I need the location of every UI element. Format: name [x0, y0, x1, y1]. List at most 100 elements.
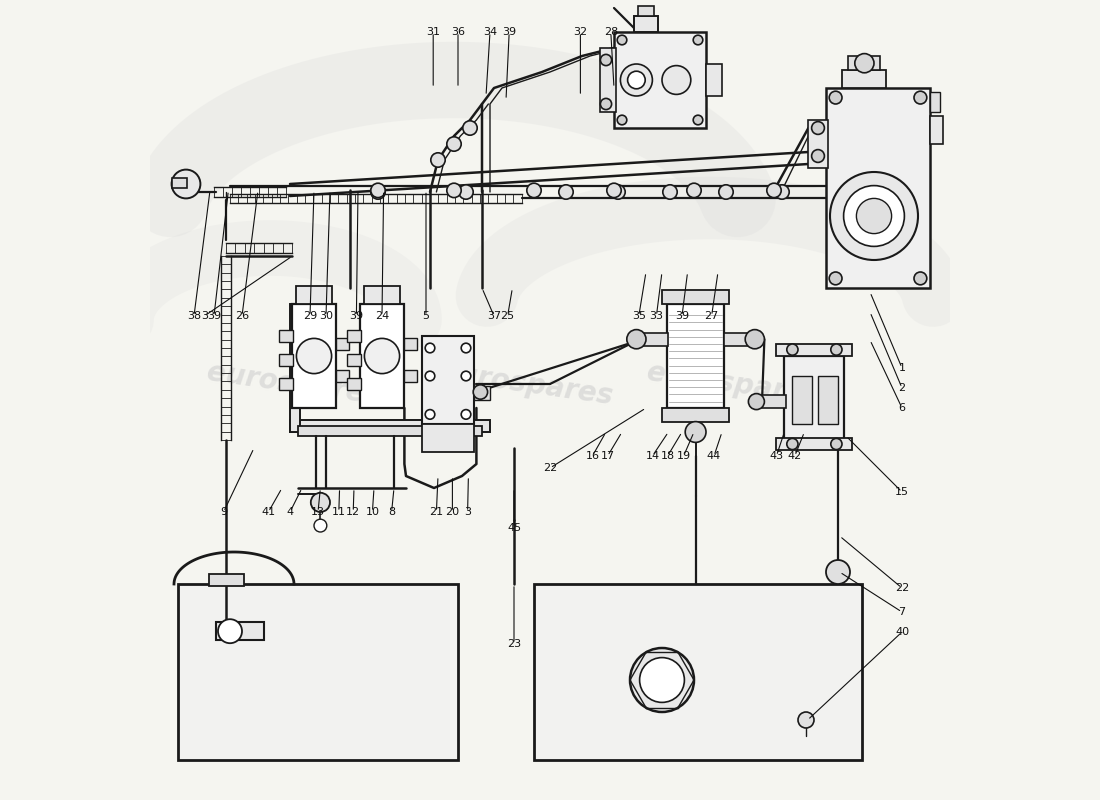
Circle shape [426, 371, 434, 381]
Text: 29: 29 [302, 311, 317, 321]
Text: 17: 17 [601, 451, 615, 461]
Circle shape [172, 170, 200, 198]
Text: 5: 5 [422, 311, 429, 321]
Circle shape [829, 272, 842, 285]
Circle shape [463, 121, 477, 135]
Circle shape [855, 54, 875, 73]
Circle shape [718, 185, 734, 199]
Bar [337, 370, 349, 382]
Text: 39: 39 [350, 311, 363, 321]
Bar [777, 438, 852, 450]
Circle shape [459, 185, 473, 199]
Text: eurospares: eurospares [206, 358, 383, 410]
Bar [474, 386, 490, 400]
Text: 15: 15 [895, 487, 909, 497]
Bar [777, 344, 852, 356]
Circle shape [473, 385, 487, 399]
Circle shape [914, 272, 927, 285]
Circle shape [447, 137, 461, 151]
Bar [278, 378, 294, 390]
Text: 45: 45 [507, 523, 521, 533]
Text: 26: 26 [235, 311, 249, 321]
Text: 22: 22 [895, 583, 909, 593]
Circle shape [218, 619, 242, 643]
Bar [725, 333, 748, 346]
Circle shape [461, 371, 471, 381]
Text: 23: 23 [507, 639, 521, 649]
Circle shape [798, 712, 814, 728]
Text: 43: 43 [769, 451, 783, 461]
Circle shape [693, 35, 703, 45]
Text: 1: 1 [899, 363, 905, 373]
Text: 12: 12 [346, 507, 361, 517]
Text: eurospares: eurospares [646, 358, 823, 410]
Bar [173, 178, 187, 188]
Circle shape [371, 183, 385, 198]
Circle shape [630, 648, 694, 712]
Circle shape [314, 519, 327, 532]
Bar [405, 370, 417, 382]
Bar [784, 356, 845, 440]
Text: 3: 3 [464, 507, 471, 517]
Text: 35: 35 [631, 311, 646, 321]
Bar [346, 354, 361, 366]
Text: 32: 32 [573, 27, 587, 37]
Bar [600, 48, 616, 112]
Bar [614, 32, 706, 128]
Bar [706, 64, 722, 96]
Circle shape [693, 115, 703, 125]
Circle shape [426, 343, 434, 353]
Text: 21: 21 [429, 507, 443, 517]
Circle shape [431, 153, 446, 167]
Circle shape [371, 185, 385, 199]
Bar [346, 330, 361, 342]
Bar [808, 120, 827, 168]
Circle shape [830, 438, 842, 450]
Circle shape [617, 35, 627, 45]
Bar [298, 426, 482, 436]
Circle shape [812, 122, 824, 134]
Text: 19: 19 [676, 451, 691, 461]
Bar [534, 584, 862, 760]
Bar [848, 56, 880, 70]
Text: 28: 28 [604, 27, 618, 37]
Text: 6: 6 [899, 403, 905, 413]
Text: 4: 4 [286, 507, 294, 517]
Bar [292, 304, 337, 408]
Bar [364, 286, 399, 304]
Text: 14: 14 [646, 451, 660, 461]
Bar [662, 290, 729, 304]
Circle shape [559, 185, 573, 199]
Bar [178, 584, 458, 760]
Bar [296, 286, 331, 304]
Circle shape [610, 185, 625, 199]
Text: 7: 7 [899, 607, 905, 617]
Circle shape [685, 422, 706, 442]
Text: 33: 33 [649, 311, 663, 321]
Circle shape [601, 54, 612, 66]
Circle shape [639, 658, 684, 702]
Circle shape [748, 394, 764, 410]
Text: 44: 44 [707, 451, 722, 461]
Circle shape [914, 91, 927, 104]
Bar [638, 6, 654, 16]
Bar [667, 304, 725, 408]
Text: 30: 30 [319, 311, 333, 321]
Text: 31: 31 [426, 27, 440, 37]
Bar [405, 338, 417, 350]
Text: 37: 37 [487, 311, 502, 321]
Text: 39: 39 [502, 27, 516, 37]
Text: 41: 41 [262, 507, 275, 517]
Circle shape [830, 172, 918, 260]
Text: 10: 10 [365, 507, 380, 517]
Text: 42: 42 [788, 451, 802, 461]
Text: 34: 34 [483, 27, 497, 37]
Bar [216, 622, 264, 640]
Circle shape [857, 198, 892, 234]
Circle shape [812, 150, 824, 162]
Text: 40: 40 [895, 627, 909, 637]
Circle shape [607, 183, 621, 198]
Circle shape [601, 98, 612, 110]
Text: 25: 25 [500, 311, 515, 321]
Circle shape [830, 344, 842, 355]
